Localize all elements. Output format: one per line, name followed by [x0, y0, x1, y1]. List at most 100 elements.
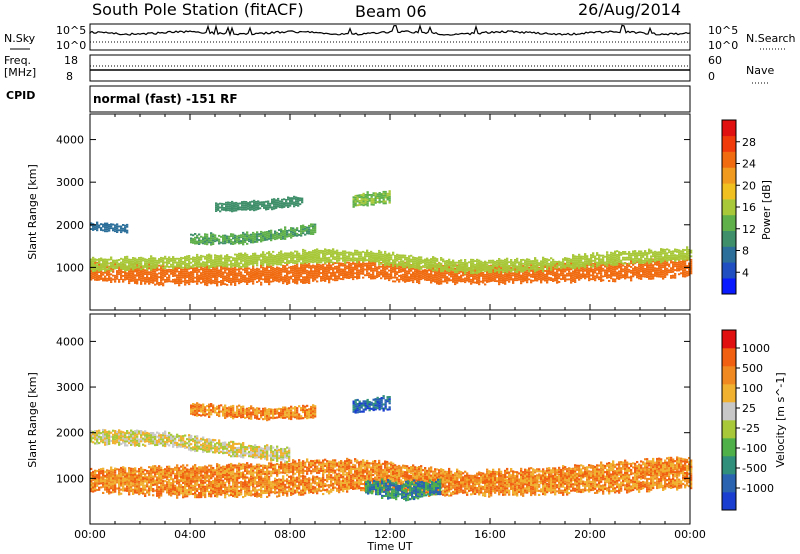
scatter-cell	[176, 276, 179, 279]
scatter-cell	[646, 252, 649, 254]
scatter-cell	[536, 263, 539, 266]
scatter-cell	[206, 282, 209, 285]
scatter-cell	[104, 268, 107, 270]
scatter-cell	[488, 276, 491, 279]
scatter-cell	[277, 201, 280, 204]
scatter-cell	[150, 277, 153, 280]
scatter-cell	[184, 272, 187, 275]
scatter-cell	[390, 254, 393, 257]
scatter-cell	[372, 200, 375, 202]
scatter-cell	[644, 250, 647, 252]
scatter-cell	[102, 485, 105, 488]
scatter-cell	[294, 250, 297, 253]
scatter-cell	[676, 256, 679, 259]
scatter-cell	[214, 238, 217, 241]
scatter-cell	[146, 260, 149, 263]
scatter-cell	[280, 269, 283, 272]
scatter-cell	[490, 269, 493, 272]
scatter-cell	[226, 263, 229, 266]
scatter-cell	[288, 270, 291, 273]
scatter-cell	[382, 267, 385, 270]
scatter-cell	[306, 271, 309, 274]
scatter-cell	[192, 269, 195, 272]
scatter-cell	[138, 266, 141, 269]
scatter-cell	[280, 254, 283, 257]
scatter-cell	[414, 257, 417, 259]
scatter-cell	[540, 271, 543, 274]
scatter-cell	[360, 266, 363, 269]
scatter-cell	[426, 265, 429, 268]
scatter-cell	[286, 235, 289, 238]
scatter-cell	[190, 273, 193, 275]
scatter-cell	[554, 267, 557, 270]
scatter-cell	[108, 268, 111, 271]
scatter-cell	[256, 235, 259, 237]
scatter-cell	[400, 264, 403, 266]
scatter-cell	[293, 195, 296, 198]
scatter-cell	[94, 271, 97, 273]
scatter-cell	[234, 280, 237, 283]
scatter-cell	[458, 269, 461, 272]
scatter-cell	[168, 260, 171, 263]
scatter-cell	[326, 251, 329, 254]
scatter-cell	[270, 255, 273, 257]
scatter-cell	[578, 265, 581, 268]
scatter-cell	[494, 276, 497, 279]
scatter-cell	[680, 272, 683, 275]
scatter-cell	[174, 267, 177, 269]
scatter-cell	[90, 228, 93, 230]
scatter-cell	[348, 277, 351, 279]
scatter-cell	[674, 260, 677, 262]
scatter-cell	[344, 254, 347, 257]
scatter-cell	[294, 260, 297, 262]
scatter-cell	[512, 272, 515, 275]
scatter-cell	[442, 280, 445, 283]
scatter-cell	[256, 240, 259, 243]
scatter-cell	[258, 270, 261, 273]
scatter-cell	[384, 200, 387, 203]
scatter-cell	[584, 258, 587, 261]
scatter-cell	[344, 250, 347, 253]
scatter-cell	[248, 261, 251, 264]
scatter-cell	[436, 282, 439, 285]
scatter-cell	[390, 264, 393, 266]
scatter-cell	[215, 204, 218, 207]
scatter-cell	[650, 257, 653, 260]
scatter-cell	[252, 264, 255, 267]
scatter-cell	[504, 268, 507, 271]
scatter-cell	[238, 252, 241, 255]
scatter-cell	[132, 264, 135, 267]
scatter-cell	[212, 239, 215, 242]
scatter-cell	[518, 278, 521, 281]
scatter-cell	[270, 237, 273, 240]
scatter-cell	[98, 271, 101, 274]
scatter-cell	[446, 263, 449, 266]
scatter-cell	[382, 253, 385, 256]
scatter-cell	[370, 273, 373, 276]
scatter-cell	[656, 271, 659, 274]
scatter-cell	[302, 254, 305, 257]
scatter-cell	[242, 241, 245, 244]
scatter-cell	[247, 205, 250, 208]
scatter-cell	[344, 256, 347, 259]
scatter-cell	[526, 264, 529, 266]
scatter-cell	[282, 232, 285, 234]
scatter-cell	[450, 275, 453, 278]
scatter-cell	[196, 236, 199, 239]
scatter-cell	[392, 259, 395, 262]
scatter-cell	[634, 266, 637, 268]
scatter-cell	[652, 264, 655, 267]
scatter-cell	[222, 265, 225, 268]
scatter-cell	[484, 266, 487, 269]
scatter-cell	[598, 270, 601, 273]
scatter-cell	[241, 204, 244, 207]
scatter-cell	[438, 277, 441, 280]
scatter-cell	[516, 279, 519, 282]
scatter-cell	[252, 271, 255, 274]
scatter-cell	[474, 267, 477, 270]
scatter-cell	[222, 240, 225, 243]
scatter-cell	[244, 262, 247, 264]
scatter-cell	[492, 271, 495, 274]
scatter-cell	[246, 235, 249, 238]
scatter-cell	[414, 268, 417, 271]
